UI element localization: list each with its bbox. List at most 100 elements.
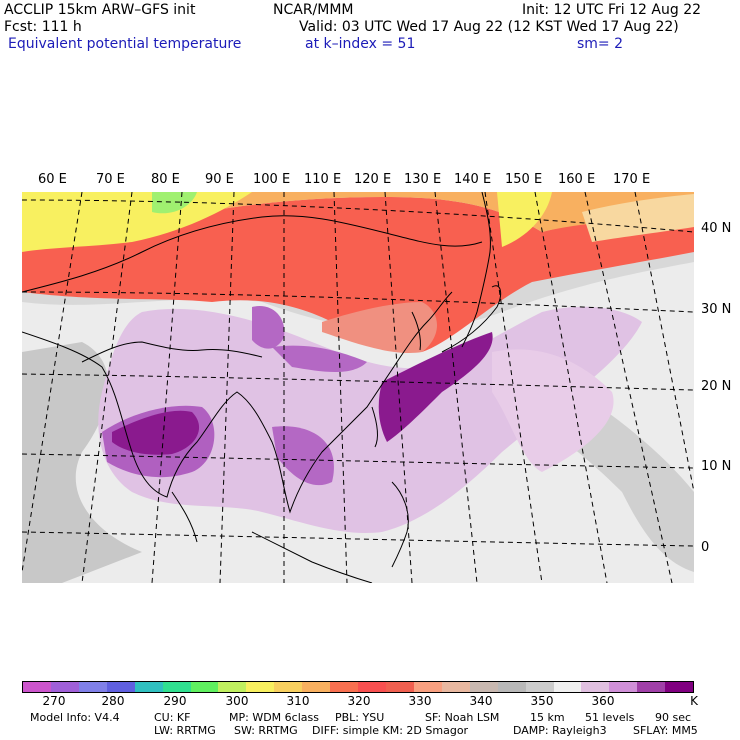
timestep: 90 sec	[655, 711, 692, 724]
field-yellow	[497, 192, 552, 247]
colorbar-swatch	[218, 682, 247, 692]
lat-line	[22, 291, 694, 313]
colorbar-swatch	[581, 682, 610, 692]
colorbar-swatch	[441, 682, 470, 692]
colorbar-label: 310	[286, 694, 310, 708]
sw-scheme: SW: RRTMG	[234, 724, 298, 737]
field-purple	[272, 426, 334, 486]
colorbar-swatch	[106, 682, 135, 692]
taiwan-coast	[371, 406, 379, 448]
lon-line	[634, 192, 694, 493]
lon-line	[384, 192, 413, 583]
lon-line	[534, 192, 608, 583]
colorbar-swatch	[609, 682, 638, 692]
philippines-coast	[391, 481, 409, 568]
field-grey	[22, 342, 142, 583]
resolution: 15 km	[530, 711, 565, 724]
lon-label: 160 E	[558, 172, 596, 187]
colorbar-swatch	[302, 682, 331, 692]
colorbar-swatch	[665, 682, 694, 692]
lat-label: 40 N	[701, 221, 732, 236]
field-peach	[582, 194, 694, 242]
colorbar-swatch	[525, 682, 554, 692]
colorbar-swatch	[246, 682, 275, 692]
colorbar-swatch	[637, 682, 666, 692]
field-dark-purple	[112, 410, 200, 455]
sri-lanka-coast	[171, 491, 198, 543]
diff-scheme: DIFF: simple KM: 2D Smagor	[312, 724, 469, 737]
valid-time: Valid: 03 UTC Wed 17 Aug 22 (12 KST Wed …	[299, 19, 679, 35]
colorbar-label: 270	[42, 694, 66, 708]
colorbar-label: 360	[591, 694, 615, 708]
map-panel	[22, 192, 694, 583]
lat-label: 10 N	[701, 459, 732, 474]
lat-line	[22, 531, 694, 547]
lat-label: 0	[701, 540, 710, 555]
colorbar-label: 350	[530, 694, 554, 708]
lat-label: 30 N	[701, 302, 732, 317]
colorbar-swatch	[134, 682, 163, 692]
field-red	[22, 197, 694, 352]
indonesia-coast	[251, 531, 373, 583]
sf-scheme: SF: Noah LSM	[425, 711, 500, 724]
field-green	[152, 192, 197, 214]
colorbar-label: 330	[408, 694, 432, 708]
colorbar-swatch	[78, 682, 107, 692]
colorbar-swatch	[162, 682, 191, 692]
field-name: Equivalent potential temperature	[8, 36, 242, 52]
cu-scheme: CU: KF	[154, 711, 191, 724]
colorbar-swatch	[330, 682, 359, 692]
smoothing: sm= 2	[577, 36, 624, 52]
mp-scheme: MP: WDM 6class	[229, 711, 319, 724]
lon-label: 90 E	[205, 172, 234, 187]
lon-label: 170 E	[613, 172, 651, 187]
coastlines	[22, 192, 502, 583]
colorbar-label: 300	[225, 694, 249, 708]
border	[81, 341, 263, 363]
lon-line	[22, 192, 83, 573]
japan-coast	[441, 285, 502, 353]
colorbar-swatch	[469, 682, 498, 692]
colorbar-swatch	[50, 682, 79, 692]
mainland-coast	[22, 291, 453, 514]
colorbar-swatch	[358, 682, 386, 692]
field-light-purple	[492, 349, 614, 472]
field-purple	[252, 306, 285, 349]
forecast-hour: Fcst: 111 h	[4, 19, 82, 35]
lon-label: 60 E	[38, 172, 67, 187]
levels: 51 levels	[585, 711, 635, 724]
level-index: at k–index = 51	[305, 36, 416, 52]
center-name: NCAR/MMM	[273, 2, 354, 18]
lon-line	[434, 192, 478, 583]
lon-line	[81, 192, 133, 583]
colorbar-swatch	[553, 682, 582, 692]
lon-label: 140 E	[454, 172, 492, 187]
field-salmon	[322, 302, 437, 353]
damp-scheme: DAMP: Rayleigh3	[513, 724, 607, 737]
colorbar-swatch	[497, 682, 526, 692]
lon-label: 110 E	[304, 172, 342, 187]
colorbar-label: 320	[347, 694, 371, 708]
colorbar-label: 280	[101, 694, 125, 708]
lat-line	[22, 453, 694, 469]
colorbar-label: 340	[469, 694, 493, 708]
lon-line	[484, 192, 543, 583]
map-svg	[22, 192, 694, 583]
colorbar-swatch	[385, 682, 414, 692]
colorbar-swatch	[23, 682, 51, 692]
lon-line	[151, 192, 183, 583]
border	[22, 215, 483, 293]
field-purple	[272, 345, 367, 372]
coast	[461, 192, 491, 348]
lon-line	[584, 192, 673, 583]
colorbar	[22, 681, 694, 693]
model-title: ACCLIP 15km ARW–GFS init	[4, 2, 196, 18]
lon-label: 100 E	[253, 172, 291, 187]
lat-label: 20 N	[701, 379, 732, 394]
lon-line	[333, 192, 348, 583]
lon-label: 150 E	[505, 172, 543, 187]
init-time: Init: 12 UTC Fri 12 Aug 22	[522, 2, 702, 18]
lon-line	[219, 192, 235, 583]
lat-line	[22, 373, 694, 391]
field-grey	[492, 382, 694, 572]
